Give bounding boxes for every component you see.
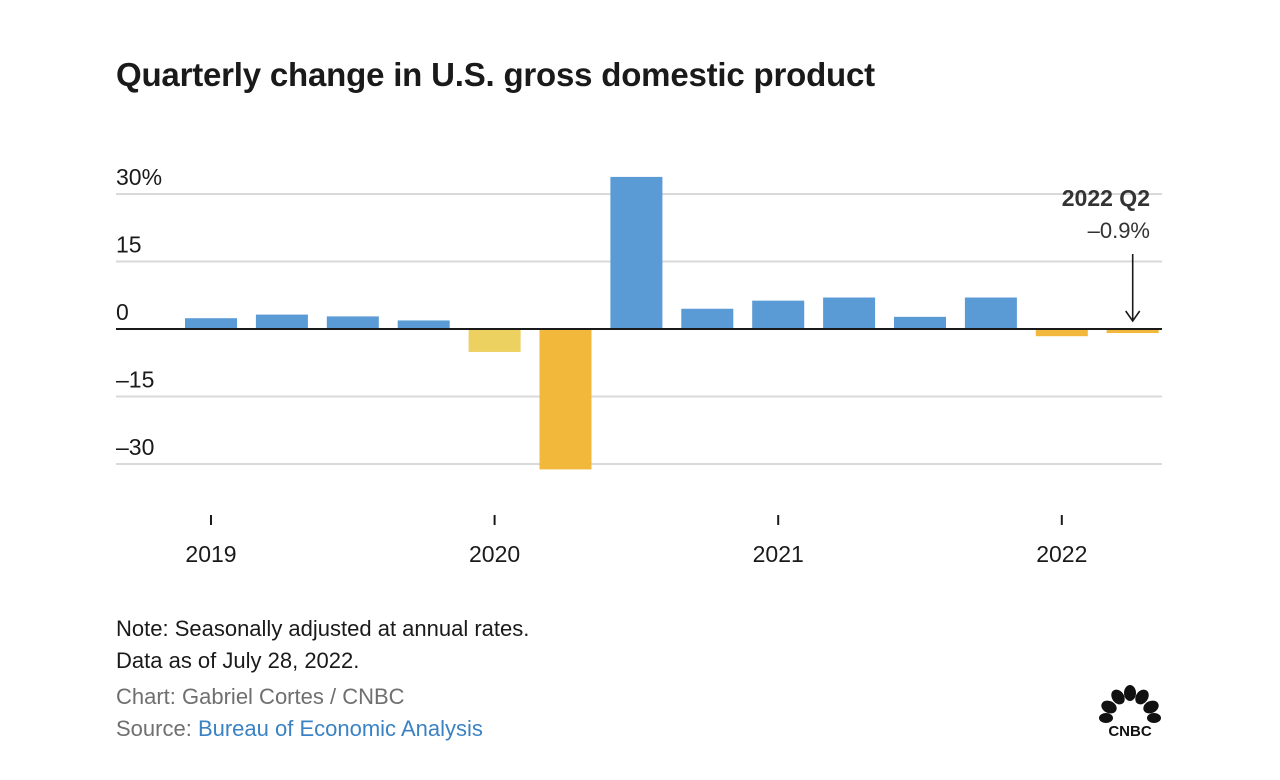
bar [397,320,450,329]
bar [681,308,734,329]
gdp-bar-chart: 30% 15 0 –15 –30 2019 2020 2021 2022 2022 Q2 –0.9… [116,164,1162,567]
note-line-2: Data as of July 28, 2022. [116,648,360,673]
bar [1035,329,1088,337]
bar [823,297,876,329]
bar [964,297,1017,329]
bar [539,329,592,470]
bar [468,329,521,352]
annotation-value: –0.9% [1088,218,1150,243]
x-tick-label: 2021 [753,541,804,567]
chart-credit: Chart: Gabriel Cortes / CNBC [116,684,405,709]
bar [185,318,237,329]
y-tick-label: 15 [116,232,142,258]
bar [610,176,663,329]
x-tick-label: 2020 [469,541,520,567]
bar [894,316,946,329]
source-link[interactable]: Bureau of Economic Analysis [197,716,483,741]
annotation-arrow-head [1125,310,1141,323]
logo-text: CNBC [1108,723,1151,740]
x-tick-label: 2022 [1036,541,1087,567]
y-tick-label: 0 [116,299,129,325]
source-prefix: Source: [116,716,198,741]
cnbc-logo: CNBC [1099,685,1161,740]
bar [255,314,308,329]
annotation-label: 2022 Q2 [1062,185,1150,211]
bar [1106,329,1159,334]
note-line-1: Note: Seasonally adjusted at annual rate… [116,616,530,641]
bar [326,316,379,329]
annotation-layer: 2022 Q2 –0.9% [1062,185,1150,323]
chart-title: Quarterly change in U.S. gross domestic … [116,56,875,93]
y-tick-label: –15 [116,367,154,393]
bars-layer [185,176,1159,470]
y-tick-label: 30% [116,164,162,190]
bar [752,300,805,329]
axis-layer: 30% 15 0 –15 –30 2019 2020 2021 2022 [116,164,1162,567]
peacock-icon [1099,685,1161,723]
y-tick-label: –30 [116,434,154,460]
x-tick-label: 2019 [185,541,236,567]
source-line: Source: Bureau of Economic Analysis [116,716,483,742]
